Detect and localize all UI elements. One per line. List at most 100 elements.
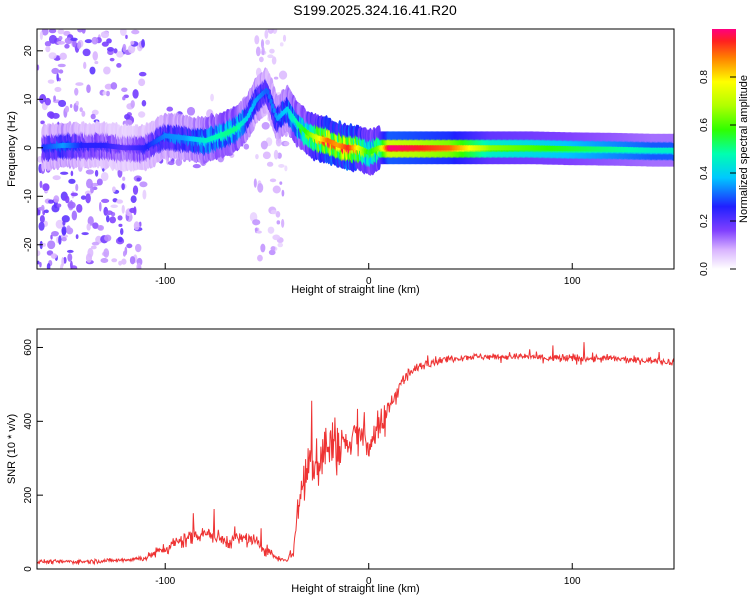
- noise-blob: [50, 234, 53, 240]
- colorbar-tick-label: 0.6: [699, 118, 710, 132]
- noise-blob: [61, 228, 67, 236]
- noise-blob: [64, 195, 70, 204]
- noise-blob: [101, 198, 110, 204]
- noise-blob: [60, 234, 69, 238]
- noise-blob: [269, 178, 277, 183]
- noise-blob: [273, 76, 279, 80]
- noise-blob: [50, 253, 58, 259]
- noise-blob: [272, 234, 281, 241]
- noise-blob: [51, 230, 59, 237]
- noise-blob: [116, 199, 124, 204]
- colorbar: [712, 29, 736, 269]
- noise-blob: [279, 181, 283, 185]
- y-tick-label: 200: [23, 486, 34, 503]
- y-tick-label: 0: [23, 145, 34, 151]
- x-tick-label: -100: [155, 276, 175, 287]
- noise-blob: [267, 226, 275, 234]
- top-y-axis-label: Frequency (Hz): [6, 111, 18, 187]
- noise-blob: [132, 185, 139, 195]
- noise-blob: [91, 109, 99, 116]
- noise-blob: [121, 258, 127, 265]
- noise-blob: [120, 228, 124, 235]
- noise-blob: [80, 195, 87, 200]
- noise-blob: [38, 221, 45, 231]
- bottom-plot-frame: [36, 328, 675, 570]
- noise-blob: [255, 153, 259, 160]
- signal-ridge: [41, 67, 674, 176]
- noise-blob: [122, 250, 126, 257]
- noise-blob: [281, 218, 285, 228]
- noise-blob: [47, 111, 55, 119]
- noise-blob: [95, 235, 103, 244]
- noise-blob: [121, 87, 128, 93]
- noise-blob: [69, 260, 73, 269]
- noise-blob: [44, 209, 49, 214]
- noise-blob: [273, 149, 279, 160]
- noise-blob: [81, 232, 89, 236]
- noise-blob: [57, 63, 66, 68]
- noise-blob: [53, 195, 60, 203]
- noise-blob: [92, 51, 98, 61]
- noise-blob: [103, 66, 111, 75]
- noise-blob: [262, 151, 271, 160]
- noise-blob: [119, 29, 127, 36]
- noise-blob: [277, 242, 284, 248]
- colorbar-tick-label: 0.8: [699, 70, 710, 84]
- noise-blob: [276, 220, 281, 225]
- noise-blob: [210, 93, 214, 102]
- noise-blob: [129, 256, 136, 265]
- noise-blob: [67, 253, 73, 262]
- noise-blob: [281, 189, 285, 197]
- noise-blob: [37, 64, 40, 71]
- bottom-axes: -100 0 100 0 200 400 600: [23, 339, 581, 587]
- noise-blob: [130, 100, 135, 109]
- noise-blob: [260, 140, 268, 150]
- noise-blob: [121, 183, 125, 191]
- noise-blob: [66, 225, 71, 235]
- noise-blob: [94, 169, 99, 177]
- noise-blob: [75, 234, 79, 240]
- noise-blob: [58, 235, 62, 245]
- noise-blob: [97, 225, 105, 231]
- noise-blob: [62, 220, 66, 226]
- noise-blob: [110, 82, 118, 90]
- x-tick-label: 100: [564, 576, 581, 587]
- noise-blob: [269, 48, 275, 54]
- noise-blob: [271, 56, 277, 65]
- noise-blob: [60, 171, 69, 175]
- noise-blob: [130, 40, 135, 45]
- noise-blob: [166, 106, 174, 112]
- noise-blob: [136, 177, 141, 182]
- noise-blob: [74, 87, 79, 96]
- colorbar-tick-label: 0.2: [699, 214, 710, 228]
- x-tick-label: 100: [564, 276, 581, 287]
- noise-blob: [279, 42, 284, 47]
- bottom-y-axis-label: SNR (10 * v/v): [6, 414, 18, 484]
- noise-blob: [117, 236, 123, 243]
- y-tick-label: 600: [23, 339, 34, 356]
- noise-blob: [122, 43, 127, 53]
- noise-blob: [113, 48, 118, 54]
- noise-blob: [71, 210, 78, 221]
- noise-blob: [134, 243, 142, 253]
- y-tick-label: 400: [23, 413, 34, 430]
- noise-blob: [48, 52, 57, 60]
- noise-blob: [57, 29, 65, 35]
- noise-blob: [54, 86, 62, 93]
- noise-blob: [67, 201, 76, 209]
- noise-blob: [133, 206, 137, 216]
- colorbar-tick-label: 0.4: [699, 166, 710, 180]
- noise-blob: [90, 113, 96, 120]
- noise-blob: [106, 47, 115, 52]
- noise-blob: [100, 171, 109, 182]
- noise-blob: [91, 241, 100, 246]
- ridge-core-cell: [267, 93, 272, 100]
- noise-blob: [82, 48, 91, 57]
- noise-blob: [42, 183, 50, 192]
- noise-blob: [100, 257, 109, 263]
- noise-blob: [85, 193, 91, 204]
- noise-blob: [44, 40, 52, 47]
- noise-blob: [52, 175, 61, 181]
